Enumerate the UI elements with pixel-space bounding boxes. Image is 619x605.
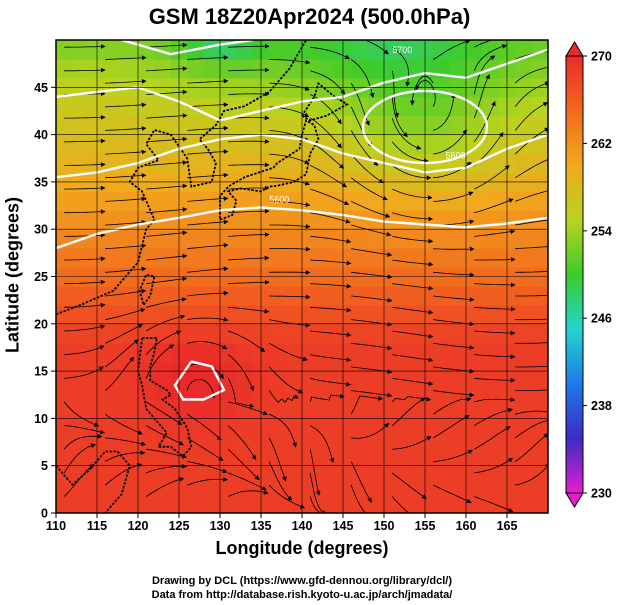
colorbar-bottom-arrow — [565, 492, 584, 508]
contour-label: 5700 — [392, 45, 412, 55]
grid-lines — [56, 40, 548, 513]
y-tick-label: 35 — [34, 175, 48, 189]
y-tick-label: 5 — [41, 459, 48, 473]
credit-line-1: Drawing by DCL (https://www.gfd-dennou.o… — [151, 575, 453, 587]
colorbar-tick-label: 238 — [591, 399, 612, 413]
x-tick-label: 135 — [251, 519, 272, 533]
y-tick-label: 0 — [41, 507, 48, 521]
y-tick-label: 15 — [34, 365, 48, 379]
colorbar-top-arrow — [565, 41, 584, 57]
x-tick-label: 110 — [46, 519, 66, 533]
colorbar-tick-label: 254 — [591, 224, 612, 238]
colorbar-bar — [565, 55, 584, 494]
x-axis-label: Longitude (degrees) — [215, 538, 389, 558]
y-axis-label: Latitude (degrees) — [2, 196, 23, 354]
y-tick-label: 40 — [34, 128, 48, 142]
y-axis-ticks: 0 5 10 15 20 25 30 35 40 45 — [34, 81, 56, 521]
x-tick-label: 130 — [210, 519, 231, 533]
y-tick-label: 45 — [34, 81, 48, 95]
x-tick-label: 150 — [374, 519, 395, 533]
credit-line-2: Data from http://database.rish.kyoto-u.a… — [151, 589, 453, 601]
contour-label: 5600 — [269, 195, 289, 205]
x-tick-label: 160 — [456, 519, 477, 533]
x-axis-ticks: 110 115 120 125 130 135 140 145 150 155 160 165 — [46, 513, 518, 533]
x-tick-label: 140 — [292, 519, 313, 533]
page-title: GSM 18Z20Apr2024 (500.0hPa) — [148, 4, 471, 29]
y-tick-label: 20 — [34, 317, 48, 331]
x-tick-label: 115 — [87, 519, 107, 533]
x-tick-label: 165 — [497, 519, 518, 533]
x-tick-label: 120 — [128, 519, 149, 533]
x-tick-label: 155 — [415, 519, 436, 533]
y-tick-label: 30 — [34, 223, 48, 237]
colorbar-tick-label: 246 — [591, 312, 612, 326]
x-tick-label: 125 — [169, 519, 190, 533]
y-tick-label: 25 — [34, 270, 48, 284]
colorbar: 230 238 246 254 262 270 — [565, 41, 612, 508]
contour-label: 5600 — [446, 150, 466, 160]
colorbar-tick-label: 230 — [591, 487, 612, 501]
colorbar-tick-label: 262 — [591, 137, 612, 151]
y-tick-label: 10 — [34, 412, 48, 426]
temperature-field — [56, 40, 548, 513]
x-tick-label: 145 — [333, 519, 354, 533]
colorbar-tick-label: 270 — [591, 50, 612, 64]
